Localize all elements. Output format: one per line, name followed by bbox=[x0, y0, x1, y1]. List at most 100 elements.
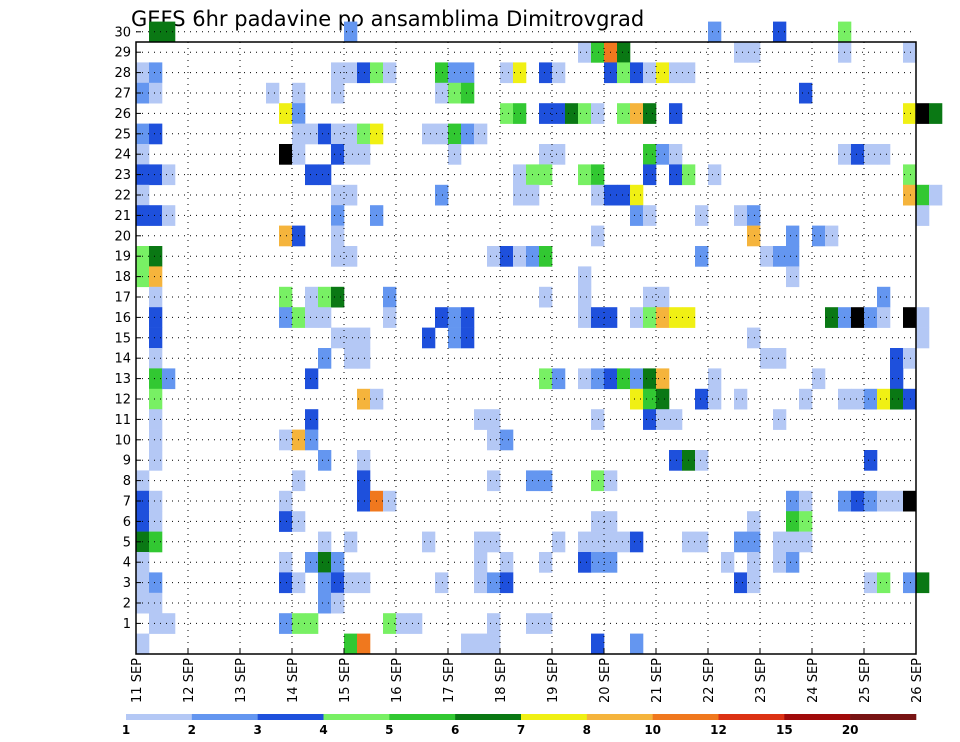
precip-cell bbox=[903, 42, 917, 63]
precip-cell bbox=[708, 21, 722, 43]
precip-cell bbox=[721, 552, 735, 573]
y-tick-label: 12 bbox=[114, 393, 131, 408]
precip-cell bbox=[149, 388, 163, 410]
legend-label: 6 bbox=[451, 723, 459, 737]
precip-cell bbox=[513, 184, 527, 206]
legend-swatch bbox=[191, 714, 258, 720]
precip-cell bbox=[864, 490, 878, 512]
precip-cell bbox=[305, 368, 319, 390]
precip-cell bbox=[279, 572, 293, 594]
precip-cell bbox=[851, 307, 865, 328]
precip-cell bbox=[149, 511, 163, 532]
precip-cell bbox=[149, 450, 163, 471]
precip-cell bbox=[266, 82, 280, 104]
precip-cell bbox=[344, 572, 358, 594]
precip-cell bbox=[747, 552, 761, 573]
precip-cell bbox=[656, 286, 670, 308]
precip-cell bbox=[383, 613, 397, 634]
precip-cell bbox=[318, 531, 332, 553]
precip-cell bbox=[565, 103, 579, 124]
precip-cell bbox=[149, 613, 163, 634]
precip-cell bbox=[383, 490, 397, 512]
precip-cell bbox=[383, 286, 397, 308]
precip-cell bbox=[695, 205, 709, 226]
precip-cell bbox=[279, 225, 293, 247]
precip-cell bbox=[435, 82, 449, 104]
precip-cell bbox=[344, 246, 358, 267]
precip-cell bbox=[656, 144, 670, 165]
precip-cell bbox=[409, 613, 423, 634]
x-tick-label: 22 SEP bbox=[702, 658, 717, 703]
precip-cell bbox=[383, 307, 397, 328]
precip-cell bbox=[630, 368, 644, 390]
precip-cell bbox=[851, 144, 865, 165]
precip-cell bbox=[903, 490, 917, 512]
precip-cell bbox=[149, 572, 163, 594]
precip-cell bbox=[539, 470, 553, 492]
precip-cell bbox=[916, 327, 930, 349]
legend-swatch bbox=[586, 714, 653, 720]
precip-cell bbox=[578, 42, 592, 63]
y-tick-label: 7 bbox=[123, 495, 131, 510]
precip-cell bbox=[279, 552, 293, 573]
y-tick-label: 3 bbox=[123, 576, 131, 591]
x-tick-label: 20 SEP bbox=[598, 658, 613, 703]
y-tick-label: 15 bbox=[114, 331, 131, 346]
y-tick-label: 2 bbox=[123, 597, 131, 612]
precip-cell bbox=[812, 368, 826, 390]
precip-cell bbox=[149, 531, 163, 553]
precip-cell bbox=[617, 184, 631, 206]
precip-cell bbox=[435, 123, 449, 145]
precip-cell bbox=[279, 613, 293, 634]
precip-cell bbox=[149, 368, 163, 390]
y-tick-label: 20 bbox=[114, 229, 131, 244]
precip-cell bbox=[643, 409, 657, 430]
precip-cell bbox=[669, 307, 683, 328]
precip-cell bbox=[903, 572, 917, 594]
legend-label: 12 bbox=[710, 723, 727, 737]
y-tick-label: 14 bbox=[114, 352, 131, 367]
precip-cell bbox=[539, 368, 553, 390]
legend-label: 4 bbox=[319, 723, 327, 737]
precip-cell bbox=[825, 225, 839, 247]
precip-cell bbox=[669, 409, 683, 430]
legend-swatch bbox=[850, 714, 917, 720]
precip-cell bbox=[357, 327, 371, 349]
legend-swatch bbox=[389, 714, 456, 720]
legend-label: 3 bbox=[253, 723, 261, 737]
precip-cell bbox=[786, 266, 800, 288]
legend-swatch bbox=[126, 714, 193, 720]
precip-cell bbox=[149, 307, 163, 328]
precip-cell bbox=[331, 246, 345, 267]
precip-cell bbox=[162, 613, 176, 634]
precip-cell bbox=[552, 144, 566, 165]
precip-cell bbox=[487, 572, 501, 594]
precip-cell bbox=[357, 490, 371, 512]
precip-cell bbox=[877, 307, 891, 328]
legend-swatch bbox=[521, 714, 588, 720]
y-tick-label: 1 bbox=[123, 617, 131, 632]
precip-cell bbox=[344, 633, 358, 655]
x-tick-label: 12 SEP bbox=[182, 658, 197, 703]
precip-cell bbox=[344, 62, 358, 84]
precip-cell bbox=[578, 286, 592, 308]
precip-cell bbox=[500, 62, 514, 84]
precip-cell bbox=[617, 368, 631, 390]
precip-cell bbox=[773, 21, 787, 43]
precip-cell bbox=[162, 368, 176, 390]
precip-cell bbox=[643, 164, 657, 186]
precip-cell bbox=[630, 388, 644, 410]
precip-cell bbox=[877, 286, 891, 308]
precip-cell bbox=[474, 409, 488, 430]
legend-swatch bbox=[652, 714, 719, 720]
precip-cell bbox=[773, 348, 787, 369]
precip-cell bbox=[695, 388, 709, 410]
precip-cell bbox=[552, 368, 566, 390]
precip-cell bbox=[149, 286, 163, 308]
precip-cell bbox=[864, 572, 878, 594]
precip-cell bbox=[630, 62, 644, 84]
legend-label: 8 bbox=[583, 723, 591, 737]
precip-cell bbox=[162, 21, 176, 43]
precip-cell bbox=[630, 205, 644, 226]
precip-cell bbox=[617, 531, 631, 553]
